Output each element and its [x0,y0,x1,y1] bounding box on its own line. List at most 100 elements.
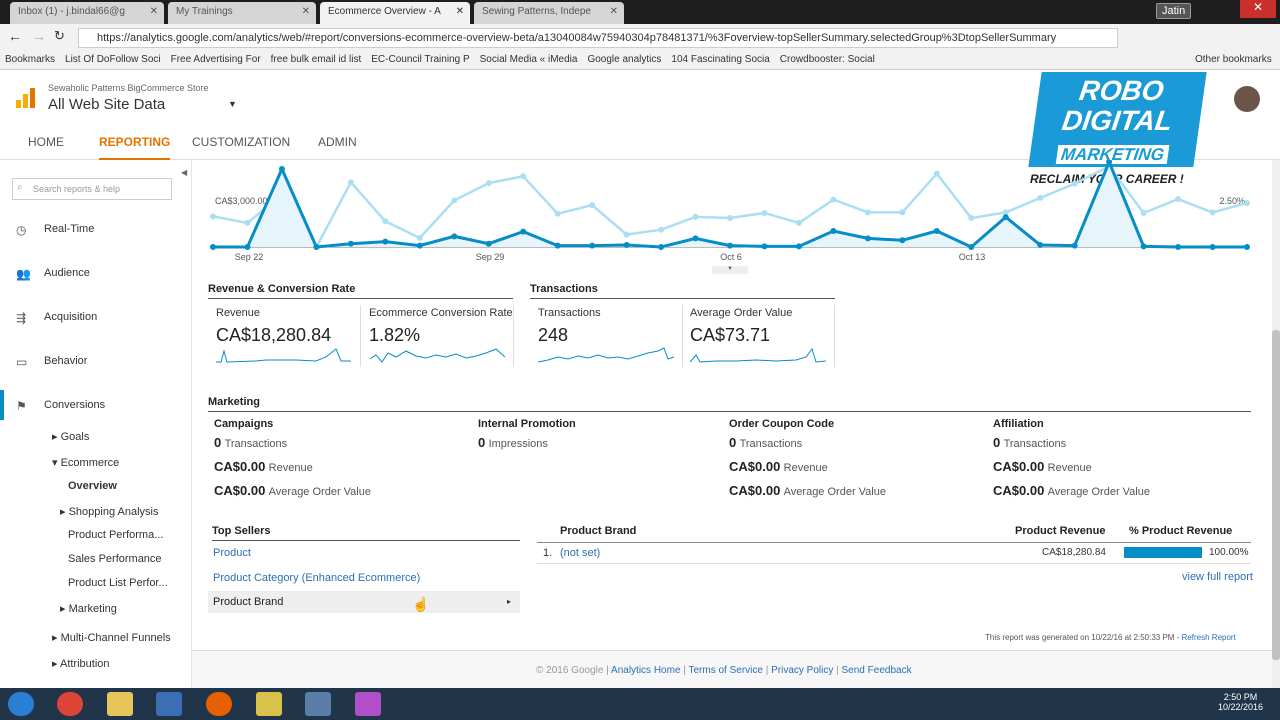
conversion-rate-point[interactable] [554,210,561,217]
close-icon[interactable]: ✕ [149,6,158,17]
app-taskbar-icon[interactable] [355,692,381,716]
chevron-down-icon[interactable]: ▼ [228,99,237,109]
conversion-rate-point[interactable] [795,219,802,226]
revenue-point[interactable] [347,240,354,247]
conversion-rate-point[interactable] [1140,209,1147,216]
conversion-rate-point[interactable] [485,180,492,187]
sidebar-item-product-list-performance[interactable]: Product List Perfor... [68,577,168,589]
revenue-point[interactable] [1175,244,1182,250]
bookmark[interactable]: Crowdbooster: Social [779,54,875,65]
view-full-report-link[interactable]: view full report [1182,571,1253,583]
url-input[interactable]: https://analytics.google.com/analytics/w… [78,28,1118,48]
revenue-point[interactable] [623,241,630,248]
sidebar-item-overview[interactable]: Overview [68,480,117,492]
sidebar-item-product-performance[interactable]: Product Performa... [68,529,164,541]
conversion-rate-point[interactable] [830,196,837,203]
sidebar-item-sales-performance[interactable]: Sales Performance [68,553,162,565]
media-taskbar-icon[interactable] [156,692,182,716]
tab-ecommerce-overview[interactable]: Ecommerce Overview - A ✕ [320,2,470,24]
window-close-button[interactable]: ✕ [1240,0,1276,18]
back-icon[interactable]: ← [8,28,22,44]
view-selector[interactable]: All Web Site Data [48,96,166,113]
profile-name[interactable]: Jatin [1156,3,1192,19]
revenue-point[interactable] [485,240,492,247]
conversion-rate-point[interactable] [658,226,665,233]
revenue-point[interactable] [727,242,733,249]
close-icon[interactable]: ✕ [301,6,310,17]
bookmark[interactable]: EC-Council Training P [371,54,470,65]
bookmark[interactable]: Social Media « iMedia [479,54,578,65]
conversion-rate-point[interactable] [727,215,733,222]
bookmark[interactable]: List Of DoFollow Soci [65,54,161,65]
top-seller-product[interactable]: Product [213,547,251,559]
nav-customization[interactable]: CUSTOMIZATION [192,135,291,149]
revenue-point[interactable] [1071,242,1078,249]
revenue-point[interactable] [1244,244,1250,250]
revenue-point[interactable] [1106,160,1113,165]
sidebar-item-ecommerce[interactable]: ▾ Ecommerce [52,457,120,469]
revenue-point[interactable] [1140,243,1147,250]
tab-my-trainings[interactable]: My Trainings ✕ [168,2,316,24]
scrollbar[interactable] [1272,160,1280,688]
sidebar-item-real-time[interactable]: Real-Time [44,223,95,235]
explorer-taskbar-icon[interactable] [107,692,133,716]
chrome-active-taskbar-icon[interactable] [305,692,331,716]
bookmark[interactable]: Free Advertising For [170,54,261,65]
bookmark[interactable]: Google analytics [587,54,662,65]
revenue-point[interactable] [761,243,768,250]
conversion-rate-point[interactable] [864,209,871,216]
conversion-rate-point[interactable] [244,219,251,226]
revenue-point[interactable] [313,244,320,250]
revenue-point[interactable] [864,235,871,242]
nav-reporting[interactable]: REPORTING [99,135,171,161]
top-seller-product-category[interactable]: Product Category (Enhanced Ecommerce) [213,572,421,584]
conversion-rate-point[interactable] [210,213,216,220]
revenue-point[interactable] [278,165,285,172]
close-icon[interactable]: ✕ [609,6,618,17]
conversion-rate-point[interactable] [692,213,699,220]
conversion-rate-point[interactable] [416,234,423,241]
footer-feedback[interactable]: Send Feedback [841,665,912,676]
start-button[interactable] [8,692,34,716]
bookmark[interactable]: Bookmarks [5,54,56,65]
conversion-rate-point[interactable] [1244,200,1250,207]
sidebar-item-attribution[interactable]: ▸ Attribution [52,658,110,670]
footer-terms[interactable]: Terms of Service [688,665,763,676]
conversion-rate-point[interactable] [761,209,768,216]
forward-icon[interactable]: → [32,28,46,44]
nav-home[interactable]: HOME [28,135,64,149]
revenue-point[interactable] [589,242,596,249]
revenue-point[interactable] [382,238,389,245]
conversion-rate-point[interactable] [1209,209,1216,216]
reload-icon[interactable]: ↻ [54,28,65,43]
revenue-point[interactable] [830,228,837,235]
chart-resize-handle[interactable]: ▼ [712,266,748,274]
sidebar-item-conversions[interactable]: Conversions [44,399,106,411]
bookmark[interactable]: free bulk email id list [270,54,362,65]
firefox-taskbar-icon[interactable] [206,692,232,716]
sidebar-item-behavior[interactable]: Behavior [44,355,88,367]
revenue-point[interactable] [1209,244,1216,250]
sidebar-item-audience[interactable]: Audience [44,267,90,279]
revenue-point[interactable] [1002,214,1009,221]
conversion-rate-point[interactable] [1175,196,1182,203]
revenue-point[interactable] [451,233,458,240]
top-seller-product-brand[interactable]: Product Brand ▸ [208,591,520,613]
refresh-report-link[interactable]: Refresh Report [1181,633,1236,642]
revenue-point[interactable] [520,228,527,235]
sidebar-item-goals[interactable]: ▸ Goals [52,431,90,443]
sidebar-item-shopping-analysis[interactable]: ▸ Shopping Analysis [60,506,159,518]
conversion-rate-point[interactable] [382,218,389,225]
tab-inbox[interactable]: Inbox (1) - j.bindal66@g ✕ [10,2,164,24]
revenue-point[interactable] [658,244,665,250]
nav-admin[interactable]: ADMIN [318,135,357,149]
conversion-rate-point[interactable] [1002,209,1009,216]
close-icon[interactable]: ✕ [455,6,464,17]
conversion-rate-point[interactable] [1071,180,1078,187]
bookmark[interactable]: Other bookmarks [1195,54,1272,65]
conversion-rate-point[interactable] [968,215,975,222]
footer-privacy[interactable]: Privacy Policy [771,665,834,676]
revenue-point[interactable] [416,242,423,249]
sidebar-item-acquisition[interactable]: Acquisition [44,311,98,323]
search-reports-input[interactable]: Search reports & help [12,178,172,200]
